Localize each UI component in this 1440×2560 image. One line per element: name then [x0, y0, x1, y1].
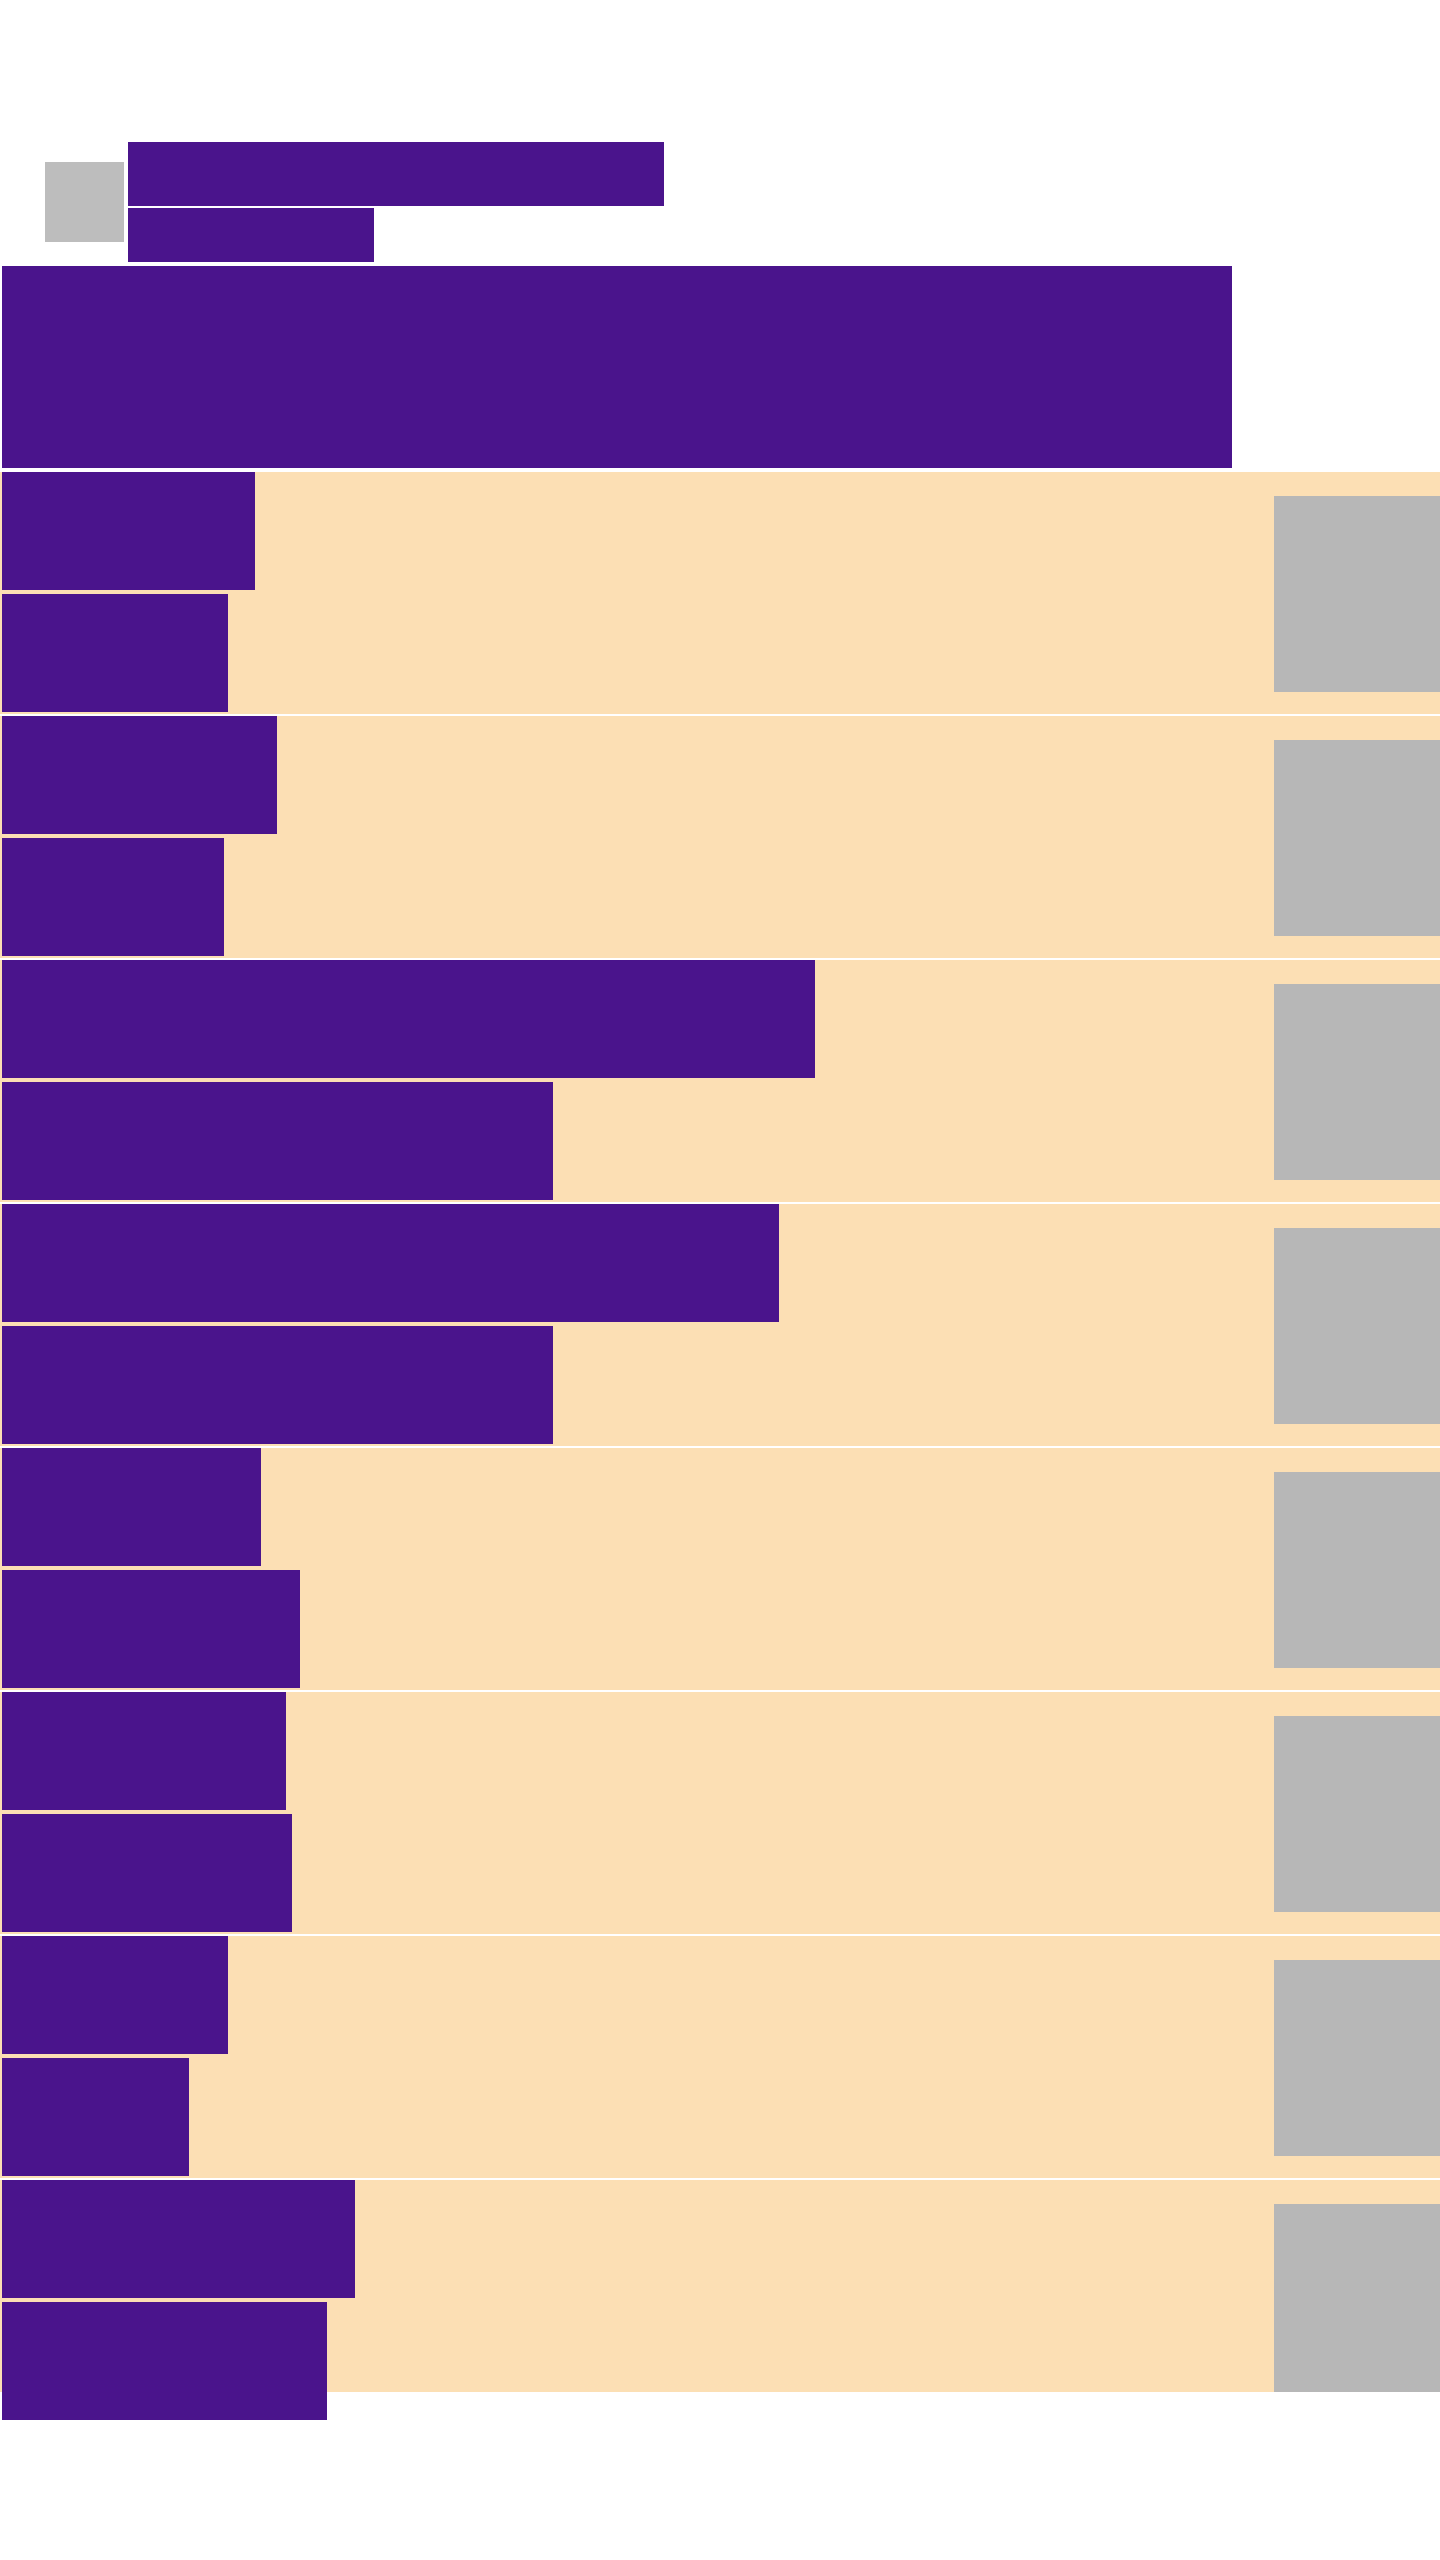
list-item-title: [2, 1936, 228, 2054]
list-item-subtitle: [2, 1814, 292, 1932]
list-item-title: [2, 2180, 355, 2298]
header-banner: [2, 266, 1232, 468]
list-item-title: [2, 1448, 261, 1566]
list-item-title: [2, 960, 815, 1078]
list-item-thumbnail: [1274, 1228, 1440, 1424]
list-item-subtitle: [2, 1570, 300, 1688]
list-item-thumbnail: [1274, 1472, 1440, 1668]
page-subtitle: [128, 208, 374, 262]
list-item-subtitle: [2, 2302, 327, 2420]
list-item[interactable]: [0, 960, 1440, 1204]
app-logo: [45, 162, 124, 242]
list-item[interactable]: [0, 472, 1440, 716]
list-item[interactable]: [0, 1204, 1440, 1448]
list-item-thumbnail: [1274, 2204, 1440, 2392]
list-item-thumbnail: [1274, 1960, 1440, 2156]
list-item[interactable]: [0, 1448, 1440, 1692]
list-item-title: [2, 1692, 286, 1810]
list-item-subtitle: [2, 2058, 189, 2176]
list-item-title: [2, 1204, 779, 1322]
list-item[interactable]: [0, 2180, 1440, 2424]
list-item-background: [0, 1936, 1440, 2178]
list-item-title: [2, 472, 255, 590]
list-item-subtitle: [2, 1326, 553, 1444]
list-item-subtitle: [2, 1082, 553, 1200]
list-item[interactable]: [0, 1692, 1440, 1936]
page-title: [128, 142, 664, 206]
list-item-thumbnail: [1274, 496, 1440, 692]
list-item-thumbnail: [1274, 740, 1440, 936]
list-item[interactable]: [0, 716, 1440, 960]
list-item-subtitle: [2, 594, 228, 712]
item-list: [0, 472, 1440, 2420]
list-item-thumbnail: [1274, 1716, 1440, 1912]
list-item-subtitle: [2, 838, 224, 956]
list-item-thumbnail: [1274, 984, 1440, 1180]
list-item[interactable]: [0, 1936, 1440, 2180]
list-item-title: [2, 716, 277, 834]
